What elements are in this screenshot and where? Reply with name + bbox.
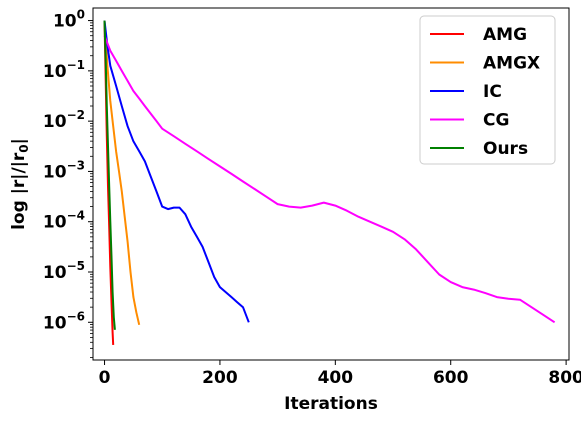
- x-axis: 0 200 400 600 800: [99, 360, 581, 388]
- x-tick-label: 600: [433, 368, 469, 388]
- legend-label-cg: CG: [483, 111, 509, 131]
- x-axis-label: Iterations: [284, 394, 378, 414]
- legend-box: [419, 15, 556, 165]
- series-line-ours: [103, 20, 116, 330]
- series-line-ic: [103, 20, 250, 323]
- legend-label-amgx: AMGX: [483, 54, 540, 74]
- x-tick-label: 800: [548, 368, 581, 388]
- y-tick-label: 10−2: [43, 108, 85, 132]
- plot-frame: [92, 7, 570, 361]
- y-tick-label: 10−3: [43, 158, 85, 182]
- series-line-amgx: [103, 20, 141, 326]
- y-tick-label: 10−6: [43, 309, 85, 333]
- y-tick-label: 10−1: [43, 58, 85, 82]
- x-tick-label: 200: [202, 368, 238, 388]
- legend-label-ours: Ours: [483, 139, 528, 159]
- plot-lines: [103, 20, 556, 345]
- y-tick-label: 10−4: [43, 209, 85, 233]
- y-tick-label: 10−5: [43, 259, 85, 283]
- y-tick-label: 100: [53, 8, 85, 32]
- legend: AMG AMGX IC CG Ours: [419, 15, 556, 165]
- y-axis: 100 10−1 10−2 10−3 10−4 10−5 10−6: [43, 8, 93, 358]
- y-axis-label: log |r|/|r0|: [9, 138, 31, 230]
- legend-label-amg: AMG: [483, 25, 527, 45]
- legend-label-ic: IC: [483, 82, 502, 102]
- series-line-cg: [103, 35, 556, 324]
- x-tick-label: 0: [99, 368, 111, 388]
- x-tick-label: 400: [318, 368, 354, 388]
